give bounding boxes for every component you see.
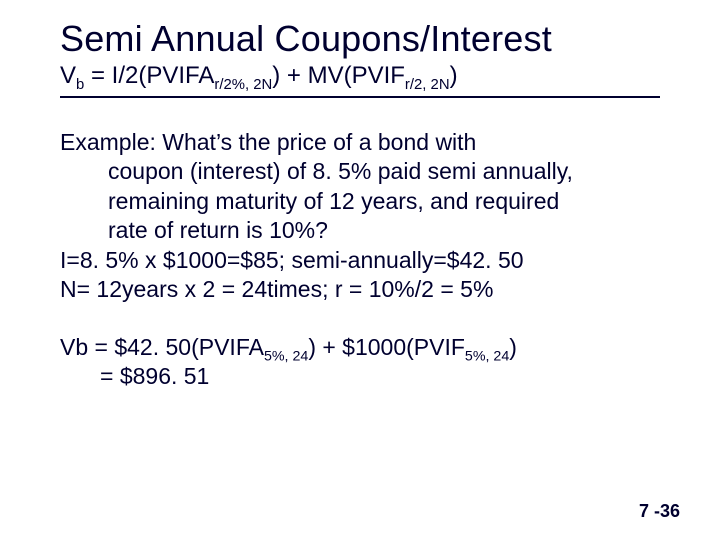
result-sub2: 5%, 24 [465,348,509,364]
example-block: Example: What’s the price of a bond with… [60,128,680,305]
result-line-1: Vb = $42. 50(PVIFA5%, 24) + $1000(PVIF5%… [60,333,680,362]
title-underline [60,96,660,98]
result-pre: Vb = $42. 50(PVIFA [60,334,264,360]
main-formula: Vb = I/2(PVIFAr/2%, 2N) + MV(PVIFr/2, 2N… [60,62,680,90]
formula-sub1: r/2%, 2N [214,77,272,93]
slide-body: Example: What’s the price of a bond with… [60,128,680,392]
slide-title: Semi Annual Coupons/Interest [60,18,680,60]
formula-lhs-base: V [60,62,76,89]
result-block: Vb = $42. 50(PVIFA5%, 24) + $1000(PVIF5%… [60,333,680,392]
result-sub1: 5%, 24 [264,348,308,364]
example-line-4: rate of return is 10%? [60,216,680,245]
page-number: 7 -36 [639,501,680,522]
result-end: ) [509,334,517,360]
slide: Semi Annual Coupons/Interest Vb = I/2(PV… [0,0,720,540]
formula-mid: ) + MV(PVIF [272,62,405,89]
formula-end: ) [450,62,458,89]
example-line-5: I=8. 5% x $1000=$85; semi-annually=$42. … [60,246,680,275]
formula-eq: = I/2(PVIFA [84,62,214,89]
formula-sub2: r/2, 2N [405,77,450,93]
example-line-2: coupon (interest) of 8. 5% paid semi ann… [60,157,680,186]
result-line-2: = $896. 51 [60,362,680,391]
example-line-1: Example: What’s the price of a bond with [60,128,680,157]
example-line-6: N= 12years x 2 = 24times; r = 10%/2 = 5% [60,275,680,304]
result-mid: ) + $1000(PVIF [308,334,465,360]
example-line-3: remaining maturity of 12 years, and requ… [60,187,680,216]
